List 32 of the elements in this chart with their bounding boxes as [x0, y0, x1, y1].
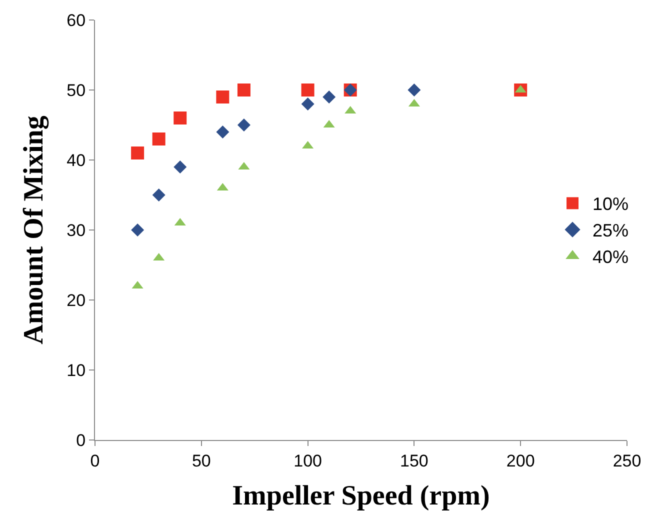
y-tick-label: 20 [66, 290, 86, 310]
y-tick-label: 60 [66, 10, 86, 30]
x-tick-label: 50 [192, 451, 211, 470]
point [237, 84, 250, 96]
y-tick-label: 10 [66, 360, 86, 380]
point [152, 132, 166, 146]
y-axis-title: Amount Of Mixing [18, 116, 50, 344]
x-tick-label: 200 [506, 451, 535, 470]
legend-label: 40% [592, 247, 629, 268]
y-tick-label: 40 [66, 150, 86, 170]
point [408, 84, 421, 96]
point [237, 118, 250, 132]
x-axis-title: Impeller Speed (rpm) [232, 480, 490, 512]
x-tick-label: 250 [612, 451, 642, 470]
point [301, 98, 314, 110]
legend-label: 10% [592, 194, 629, 214]
y-tick-label: 50 [66, 80, 86, 100]
point [174, 160, 187, 174]
point [301, 84, 314, 96]
y-tick-label: 0 [76, 430, 86, 450]
x-tick-label: 100 [294, 451, 322, 470]
x-tick-label: 0 [90, 451, 100, 470]
point [216, 126, 230, 138]
point [174, 112, 187, 124]
point [152, 188, 166, 202]
legend-label: 25% [592, 220, 629, 241]
point [131, 224, 144, 236]
x-tick-label: 150 [400, 451, 428, 470]
point [322, 90, 336, 104]
point [216, 90, 230, 104]
point [131, 146, 144, 160]
y-tick-label: 30 [66, 220, 86, 240]
